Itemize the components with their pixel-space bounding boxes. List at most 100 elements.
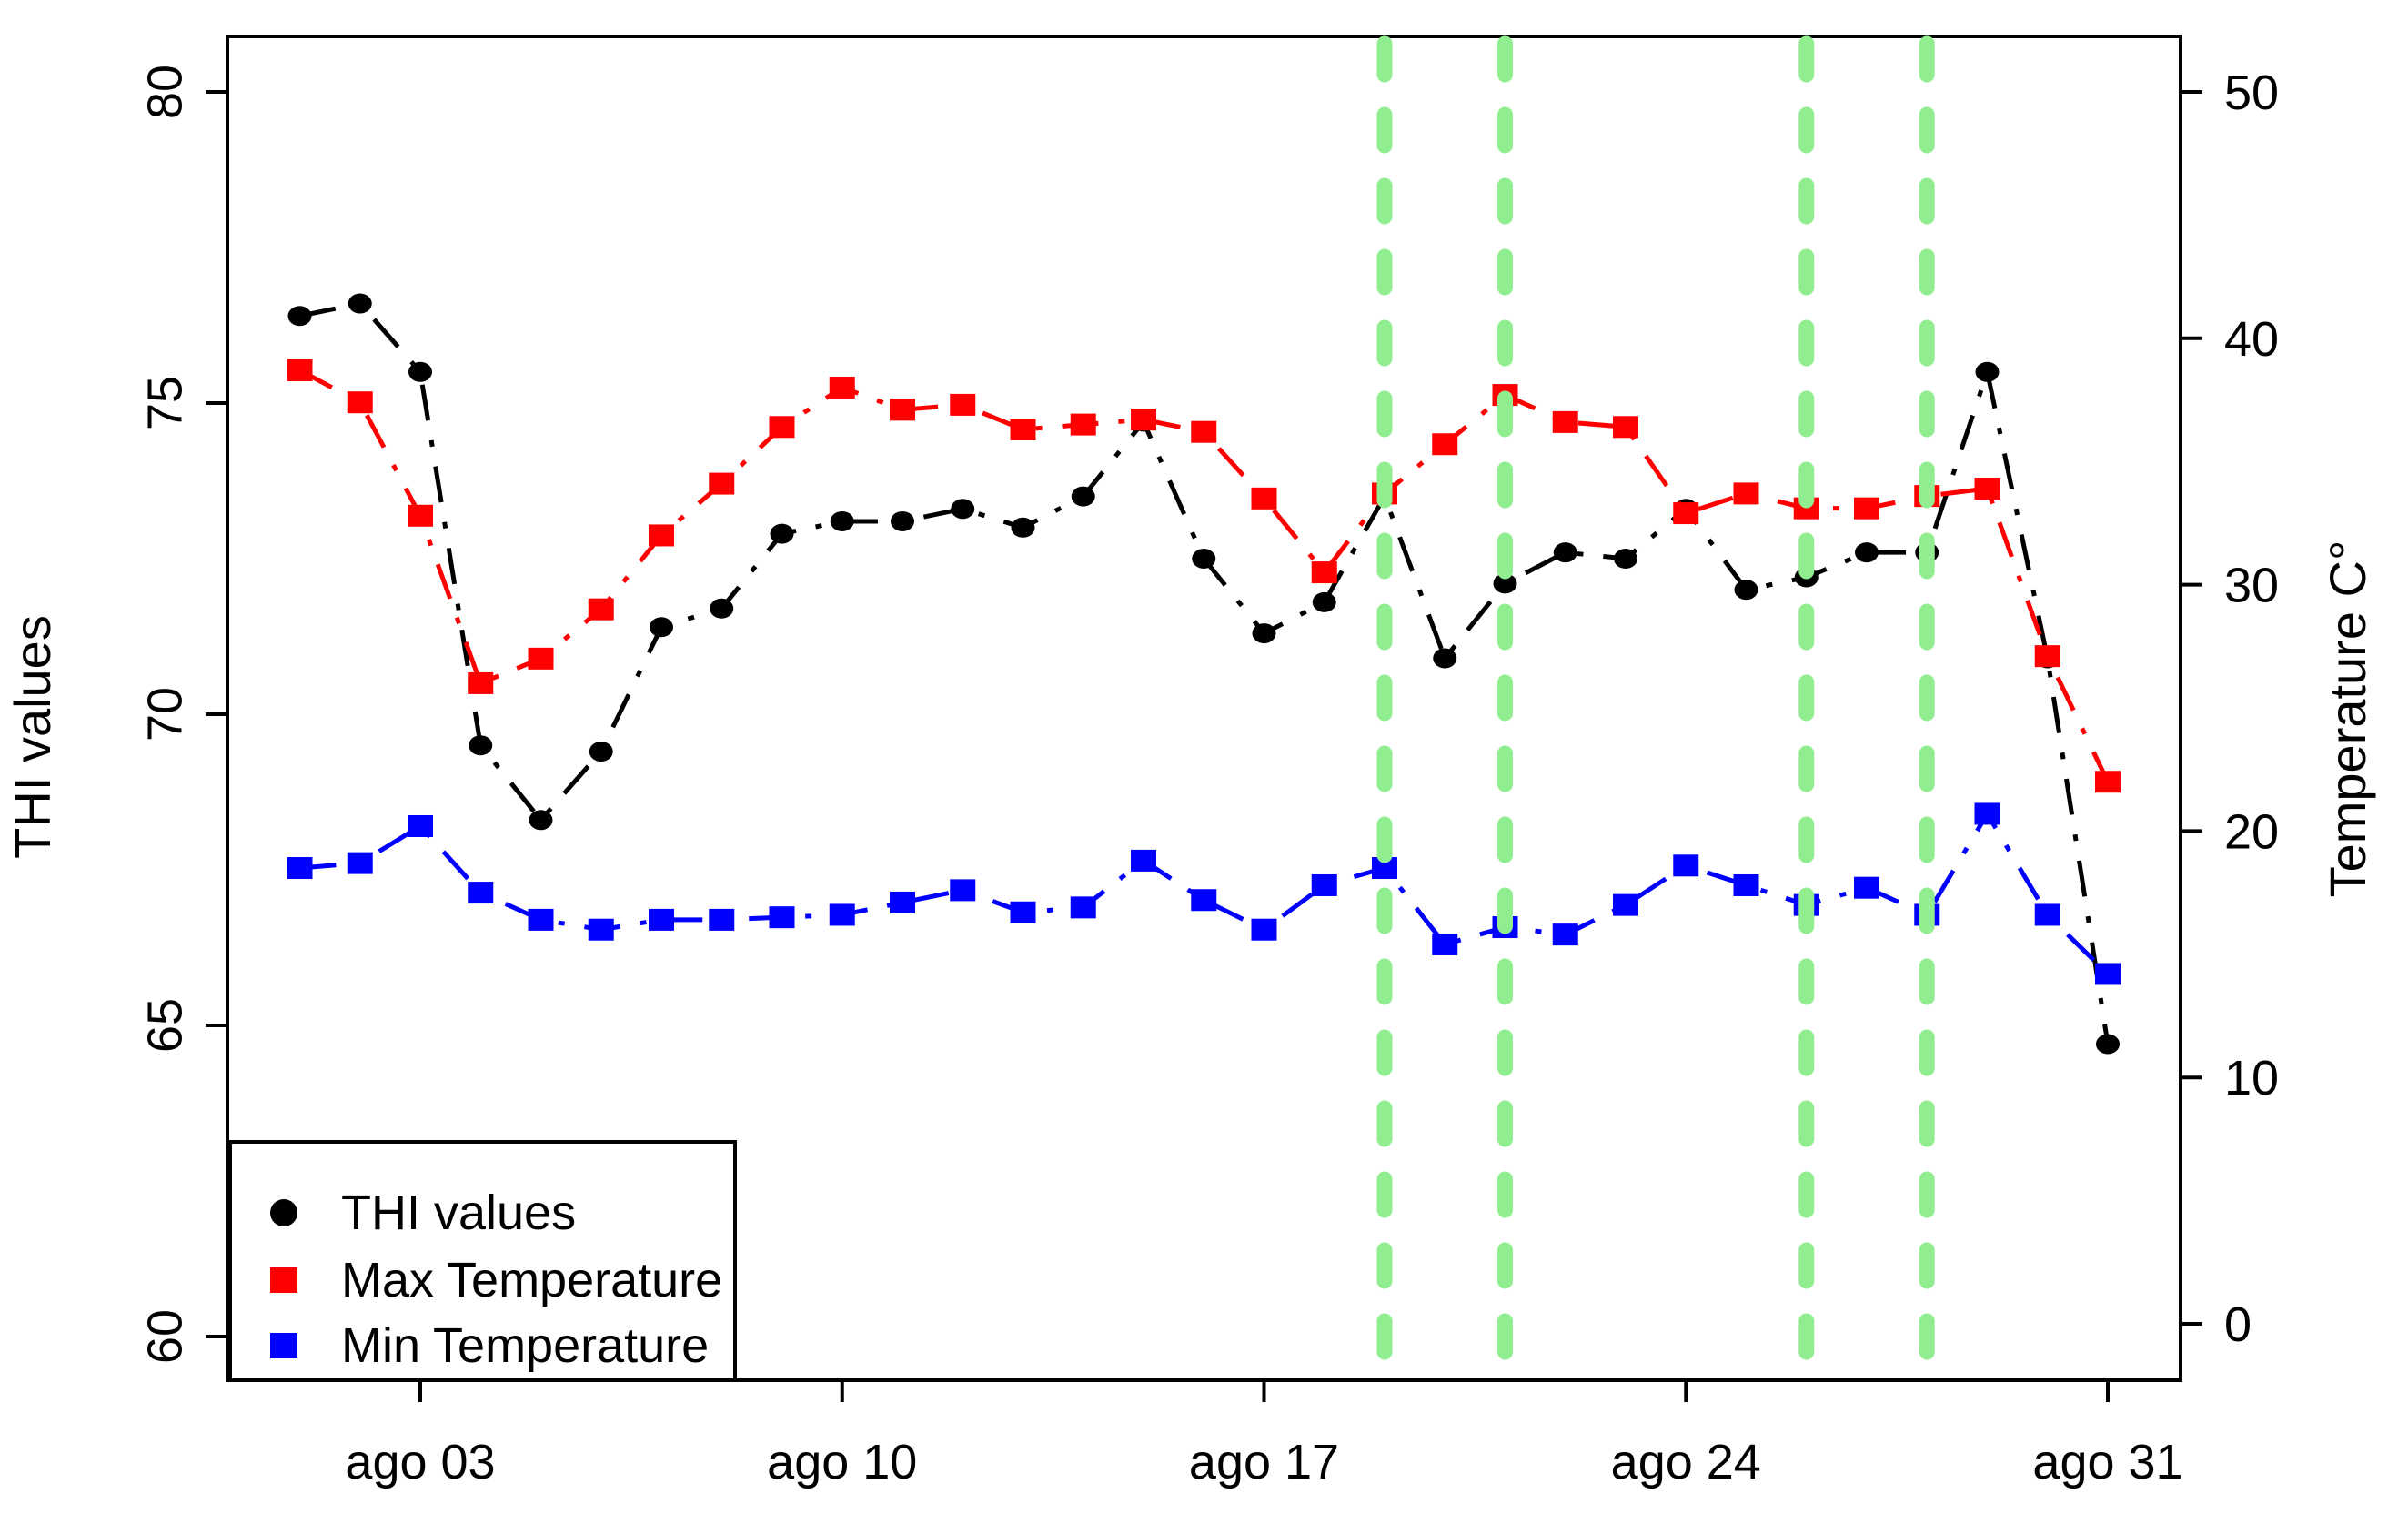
y-right-tick-label: 30 xyxy=(2224,559,2279,613)
y-left-axis-title: THI values xyxy=(4,615,61,859)
thi-values-point xyxy=(650,617,673,638)
thi-values-point xyxy=(1192,549,1216,569)
min-temperature-point xyxy=(890,891,915,913)
min-temperature-point xyxy=(1070,896,1096,919)
thi-values-point xyxy=(408,361,432,382)
y-left-tick-label: 80 xyxy=(137,65,192,119)
y-right-axis-title: Temperature C° xyxy=(2319,540,2376,898)
max-temperature-point xyxy=(1251,487,1277,510)
max-temperature-point xyxy=(1432,433,1458,456)
thi-values-point xyxy=(1553,542,1577,563)
y-right-tick-label: 50 xyxy=(2224,66,2279,120)
max-temperature-point xyxy=(1613,416,1638,439)
legend-box xyxy=(228,1140,737,1382)
min-temperature-point xyxy=(1673,854,1699,877)
max-temperature-point xyxy=(468,671,494,694)
min-temperature-point xyxy=(528,908,554,931)
min-temperature-point xyxy=(2095,963,2121,985)
min-temperature-point xyxy=(2034,903,2060,926)
min-temperature-point xyxy=(1854,876,1879,899)
max-temperature-point xyxy=(1191,420,1217,443)
max-temperature-point xyxy=(1673,502,1699,525)
max-temperature-point xyxy=(408,504,433,527)
min-temperature-point xyxy=(1974,802,2000,825)
thi-values-point xyxy=(1493,573,1517,594)
max-temperature-point xyxy=(287,359,313,382)
max-temperature-point xyxy=(1552,410,1578,433)
thi-values-point xyxy=(830,510,854,531)
thi-values-point xyxy=(2096,1034,2120,1055)
max-temperature-point xyxy=(2034,645,2060,668)
x-axis-tick-label: ago 24 xyxy=(1611,1435,1761,1489)
y-left-tick-label: 75 xyxy=(137,376,192,430)
x-axis-tick-label: ago 17 xyxy=(1189,1435,1339,1489)
max-temperature-point xyxy=(1733,482,1759,505)
min-temperature-point xyxy=(829,903,855,926)
thi-values-point xyxy=(1312,591,1336,612)
y-right-tick-label: 10 xyxy=(2224,1051,2279,1105)
thi-values-point xyxy=(1975,361,2000,382)
max-temperature-point xyxy=(709,472,735,495)
thi-values-point xyxy=(1011,517,1035,538)
min-temperature-point xyxy=(1311,873,1337,896)
min-temperature-point xyxy=(1010,901,1036,923)
legend: THI values Max Temperature Min Temperature xyxy=(228,1140,737,1382)
max-temperature-point xyxy=(1974,477,2000,500)
thi-values-point xyxy=(529,810,553,831)
legend-marker-0 xyxy=(270,1199,297,1226)
min-temperature-point xyxy=(769,906,795,929)
thi-values-point xyxy=(469,735,493,756)
y-right-tick-label: 0 xyxy=(2224,1297,2252,1352)
y-left-tick-label: 60 xyxy=(137,1309,192,1364)
thi-values-point xyxy=(1433,648,1457,669)
max-temperature-point xyxy=(769,416,795,439)
y-right-tick-label: 20 xyxy=(2224,804,2279,859)
legend-marker-2 xyxy=(270,1333,297,1358)
min-temperature-point xyxy=(1432,933,1458,955)
thi-values-point xyxy=(589,742,613,762)
max-temperature-point xyxy=(1131,409,1156,431)
max-temperature-point xyxy=(1070,413,1096,436)
min-temperature-point xyxy=(588,918,614,941)
min-temperature-point xyxy=(649,908,674,931)
thi-values-point xyxy=(1071,486,1095,507)
thi-values-point xyxy=(1855,542,1879,563)
thi-values-point xyxy=(1734,580,1758,601)
thi-values-point xyxy=(1614,549,1637,569)
thi-values-point xyxy=(710,598,734,619)
min-temperature-point xyxy=(1552,923,1578,946)
legend-marker-1 xyxy=(270,1267,297,1293)
legend-label-2: Min Temperature xyxy=(341,1318,709,1373)
thi-values-point xyxy=(770,523,794,544)
thi-values-point xyxy=(1252,623,1276,644)
max-temperature-point xyxy=(649,524,674,547)
min-temperature-point xyxy=(1251,918,1277,941)
max-temperature-point xyxy=(528,647,554,670)
min-temperature-point xyxy=(1733,873,1759,896)
min-temperature-point xyxy=(347,852,373,874)
max-temperature-point xyxy=(1311,561,1337,584)
legend-label-1: Max Temperature xyxy=(341,1253,722,1307)
max-temperature-point xyxy=(347,391,373,414)
min-temperature-point xyxy=(950,879,976,902)
y-left-tick-label: 65 xyxy=(137,998,192,1053)
min-temperature-point xyxy=(287,857,313,880)
thi-values-point xyxy=(891,510,914,531)
max-temperature-point xyxy=(1854,497,1879,520)
x-axis-tick-label: ago 10 xyxy=(767,1435,917,1489)
thi-values-point xyxy=(348,293,372,314)
y-left-tick-label: 70 xyxy=(137,687,192,742)
max-temperature-point xyxy=(2095,771,2121,793)
x-axis-tick-label: ago 03 xyxy=(345,1435,495,1489)
legend-label-0: THI values xyxy=(341,1186,576,1240)
thi-values-point xyxy=(951,499,975,520)
min-temperature-point xyxy=(1191,889,1217,912)
plot-frame xyxy=(226,35,2182,1382)
y-right-tick-label: 40 xyxy=(2224,312,2279,367)
max-temperature-point xyxy=(950,393,976,416)
min-temperature-point xyxy=(709,908,735,931)
min-temperature-point xyxy=(1613,893,1638,916)
min-temperature-point xyxy=(1131,849,1156,872)
